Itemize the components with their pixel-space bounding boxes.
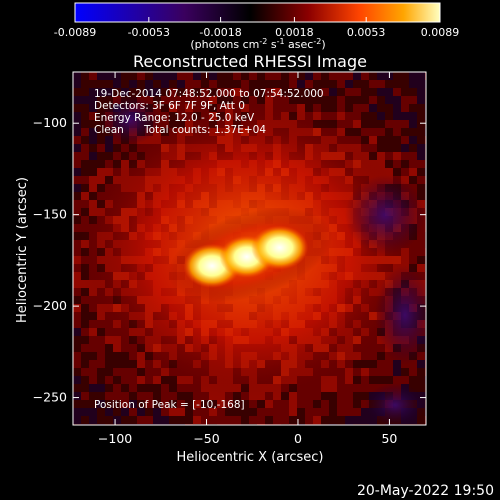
y-tick-label: −150	[33, 207, 67, 222]
flare-image	[73, 72, 426, 425]
plot-title: Reconstructed RHESSI Image	[133, 52, 367, 71]
colorbar-tick-label: -0.0053	[128, 26, 170, 39]
date-stamp: 20-May-2022 19:50	[357, 483, 494, 499]
annotation-detectors: Detectors: 3F 6F 7F 9F, Att 0	[94, 100, 245, 112]
annotation-time-range: 19-Dec-2014 07:48:52.000 to 07:54:52.000	[94, 88, 324, 100]
y-tick-label: −100	[33, 115, 67, 130]
x-tick-label: −50	[193, 431, 219, 446]
colorbar-tick-label: 0.0018	[275, 26, 314, 39]
plot-frame	[72, 71, 427, 426]
colorbar-tick-label: -0.0089	[54, 26, 96, 39]
colorbar-tick-label: -0.0018	[199, 26, 241, 39]
colorbar-unit: (photons cm-2 s-1 asec-2)	[190, 37, 325, 51]
colorbar-ticks: -0.0089 -0.0053 -0.0018 0.0018 0.0053 0.0089	[54, 17, 459, 39]
annotation-energy-range: Energy Range: 12.0 - 25.0 keV	[94, 112, 255, 124]
axis-ticks: −100 −50 0 50 −100 −150 −200 −250	[33, 72, 426, 446]
y-tick-label: −200	[33, 298, 67, 313]
y-axis-label: Heliocentric Y (arcsec)	[15, 177, 30, 323]
annotation-peak-position: Position of Peak = [-10,-168]	[94, 399, 245, 411]
annotation-total-counts: Total counts: 1.37E+04	[143, 124, 266, 136]
annotation-clean: Clean	[94, 124, 124, 136]
colorbar-gradient	[74, 2, 441, 23]
x-tick-label: 50	[381, 431, 397, 446]
x-tick-label: 0	[294, 431, 302, 446]
colorbar-tick-label: 0.0089	[421, 26, 460, 39]
x-tick-label: −100	[98, 431, 132, 446]
colorbar-tick-label: 0.0053	[347, 26, 386, 39]
x-axis-label: Heliocentric X (arcsec)	[177, 450, 324, 465]
flare-source	[251, 225, 309, 270]
y-tick-label: −250	[33, 390, 67, 405]
